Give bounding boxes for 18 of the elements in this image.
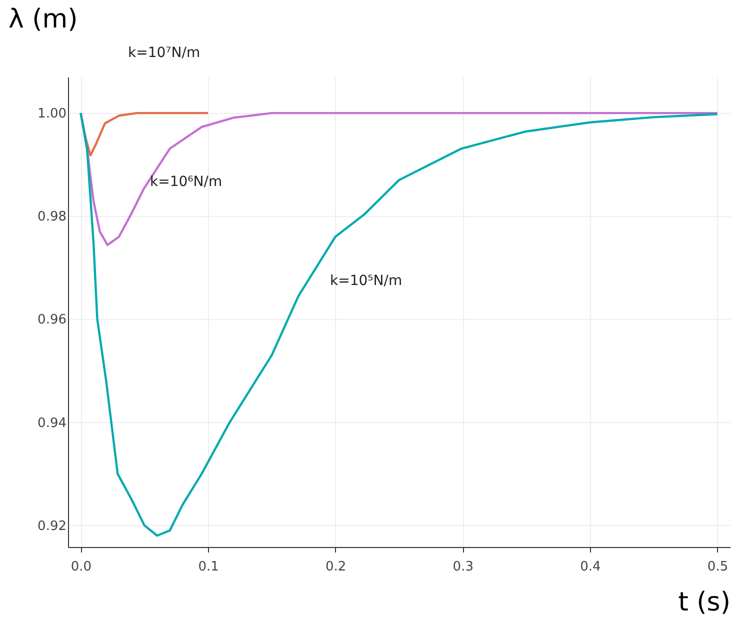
line-series	[80, 112, 210, 156]
y-tick-label: 1.00	[38, 106, 66, 122]
line-series	[80, 112, 718, 537]
y-tick-label: 0.96	[38, 312, 66, 328]
x-tick-label: 0.3	[452, 560, 474, 574]
x-tick-label: 0.1	[198, 560, 219, 574]
y-axis-title: λ (m)	[8, 4, 78, 34]
x-tick-label: 0.2	[326, 560, 346, 574]
text: k=10⁷N/m	[128, 45, 200, 61]
x-axis-title: t (s)	[678, 588, 730, 618]
annotation: k=10⁵N/m	[330, 273, 402, 289]
y-tick-label: 0.98	[38, 210, 66, 225]
annotation: k=10⁶N/m	[150, 174, 222, 190]
x-tick-label: 0.4	[580, 560, 601, 574]
y-tick-label: 0.94	[38, 416, 66, 431]
x-tick-label: 0.0	[70, 560, 92, 574]
x-tick-label: 0.5	[707, 560, 728, 574]
y-tick-label: 0.92	[38, 518, 66, 534]
